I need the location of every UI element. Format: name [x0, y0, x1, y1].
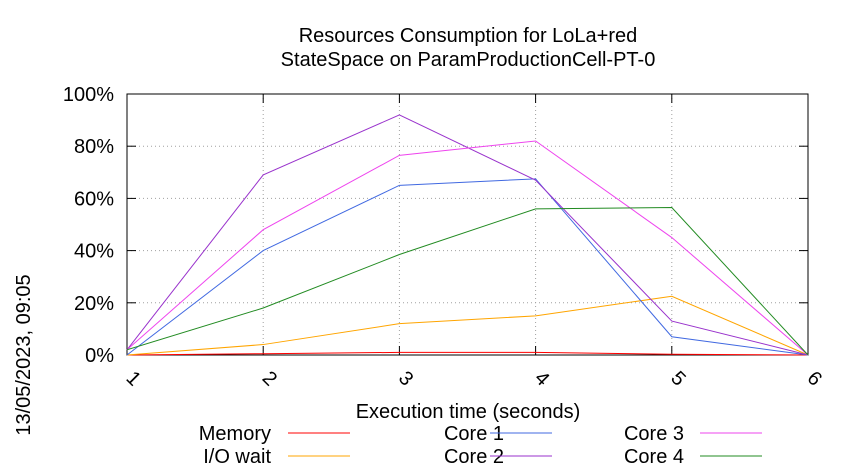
x-axis-ticks: 1 2 3 4 5 6 — [122, 94, 826, 390]
y-tick-label: 100% — [63, 84, 114, 106]
legend-label-memory: Memory — [199, 423, 271, 445]
y-axis-ticks: 0% 20% 40% 60% 80% 100% — [63, 84, 808, 367]
legend-label-core-4: Core 4 — [624, 446, 684, 468]
series-line-i-o-wait — [126, 295, 809, 356]
x-tick-label: 4 — [530, 367, 553, 390]
y-tick-label: 80% — [74, 136, 114, 158]
y-tick-label: 60% — [74, 188, 114, 210]
series-line-memory — [126, 351, 809, 356]
plot-border — [126, 93, 809, 356]
chart-title-line-2: StateSpace on ParamProductionCell-PT-0 — [281, 49, 656, 71]
x-tick-label: 6 — [803, 367, 826, 390]
series-line-core-1 — [126, 178, 809, 356]
legend-label-core-3: Core 3 — [624, 423, 684, 445]
chart-title-line-1: Resources Consumption for LoLa+red — [299, 25, 638, 47]
series-line-core-4 — [126, 207, 809, 356]
chart-title: Resources Consumption for LoLa+red State… — [281, 25, 656, 71]
x-tick-label: 1 — [122, 367, 145, 390]
y-tick-label: 20% — [74, 293, 114, 315]
x-tick-label: 5 — [666, 367, 689, 390]
y-tick-label: 0% — [85, 345, 114, 367]
x-tick-label: 3 — [394, 367, 417, 390]
legend-label-core-2: Core 2 — [444, 446, 504, 468]
plot-frame — [126, 93, 809, 356]
series-line-core-3 — [126, 140, 809, 356]
x-axis-label: Execution time (seconds) — [356, 401, 581, 423]
x-tick-label: 2 — [258, 367, 281, 390]
y-tick-label: 40% — [74, 241, 114, 263]
legend-label-core-1: Core 1 — [444, 423, 504, 445]
grid-lines — [127, 94, 808, 355]
legend-label-i-o-wait: I/O wait — [203, 446, 271, 468]
timestamp-label: 13/05/2023, 09:05 — [13, 274, 35, 435]
series-line-core-2 — [126, 114, 809, 356]
data-series — [126, 114, 809, 356]
